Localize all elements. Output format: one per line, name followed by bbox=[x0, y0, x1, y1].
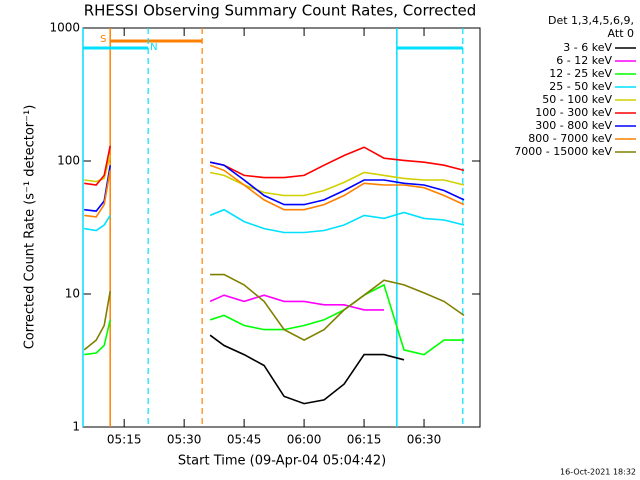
series-line bbox=[83, 273, 465, 351]
series-line bbox=[84, 161, 465, 212]
interval-label: N bbox=[150, 42, 157, 53]
series-line bbox=[84, 155, 465, 197]
y-tick-label: 100 bbox=[57, 154, 80, 168]
y-axis-label: Corrected Count Rate (s⁻¹ detector⁻¹) bbox=[23, 105, 38, 350]
legend-label: 7000 - 15000 keV bbox=[514, 145, 612, 158]
chart-title: RHESSI Observing Summary Count Rates, Co… bbox=[84, 2, 477, 20]
series-line bbox=[84, 145, 465, 186]
legend-label: 100 - 300 keV bbox=[535, 106, 612, 119]
legend-label: 25 - 50 keV bbox=[549, 80, 612, 93]
legend-label: 50 - 100 keV bbox=[542, 93, 612, 106]
series-line bbox=[209, 334, 405, 405]
y-tick-label: 1 bbox=[72, 420, 80, 434]
x-tick-label: 05:45 bbox=[227, 433, 262, 447]
legend-title: Att 0 bbox=[608, 27, 634, 40]
x-tick-label: 05:30 bbox=[167, 433, 202, 447]
x-tick-label: 06:00 bbox=[287, 433, 322, 447]
legend-label: 12 - 25 keV bbox=[549, 67, 612, 80]
series-line bbox=[84, 283, 464, 356]
legend-title: Det 1,3,4,5,6,9, bbox=[548, 14, 634, 27]
x-tick-label: 06:15 bbox=[347, 433, 382, 447]
legend-label: 800 - 7000 keV bbox=[528, 132, 612, 145]
interval-label: S bbox=[100, 34, 106, 45]
x-axis-label: Start Time (09-Apr-04 05:04:42) bbox=[178, 454, 386, 469]
y-tick-label: 10 bbox=[65, 287, 80, 301]
timestamp: 16-Oct-2021 18:32 bbox=[560, 468, 636, 477]
series-line bbox=[84, 164, 465, 218]
x-tick-label: 06:30 bbox=[407, 433, 442, 447]
y-tick-label: 1000 bbox=[49, 21, 80, 35]
legend-label: 6 - 12 keV bbox=[556, 54, 612, 67]
series-line bbox=[209, 294, 384, 311]
legend-label: 300 - 800 keV bbox=[535, 119, 612, 132]
series-line bbox=[84, 208, 465, 234]
legend-label: 3 - 6 keV bbox=[563, 41, 612, 54]
plot-frame bbox=[82, 27, 481, 428]
x-tick-label: 05:15 bbox=[107, 433, 142, 447]
